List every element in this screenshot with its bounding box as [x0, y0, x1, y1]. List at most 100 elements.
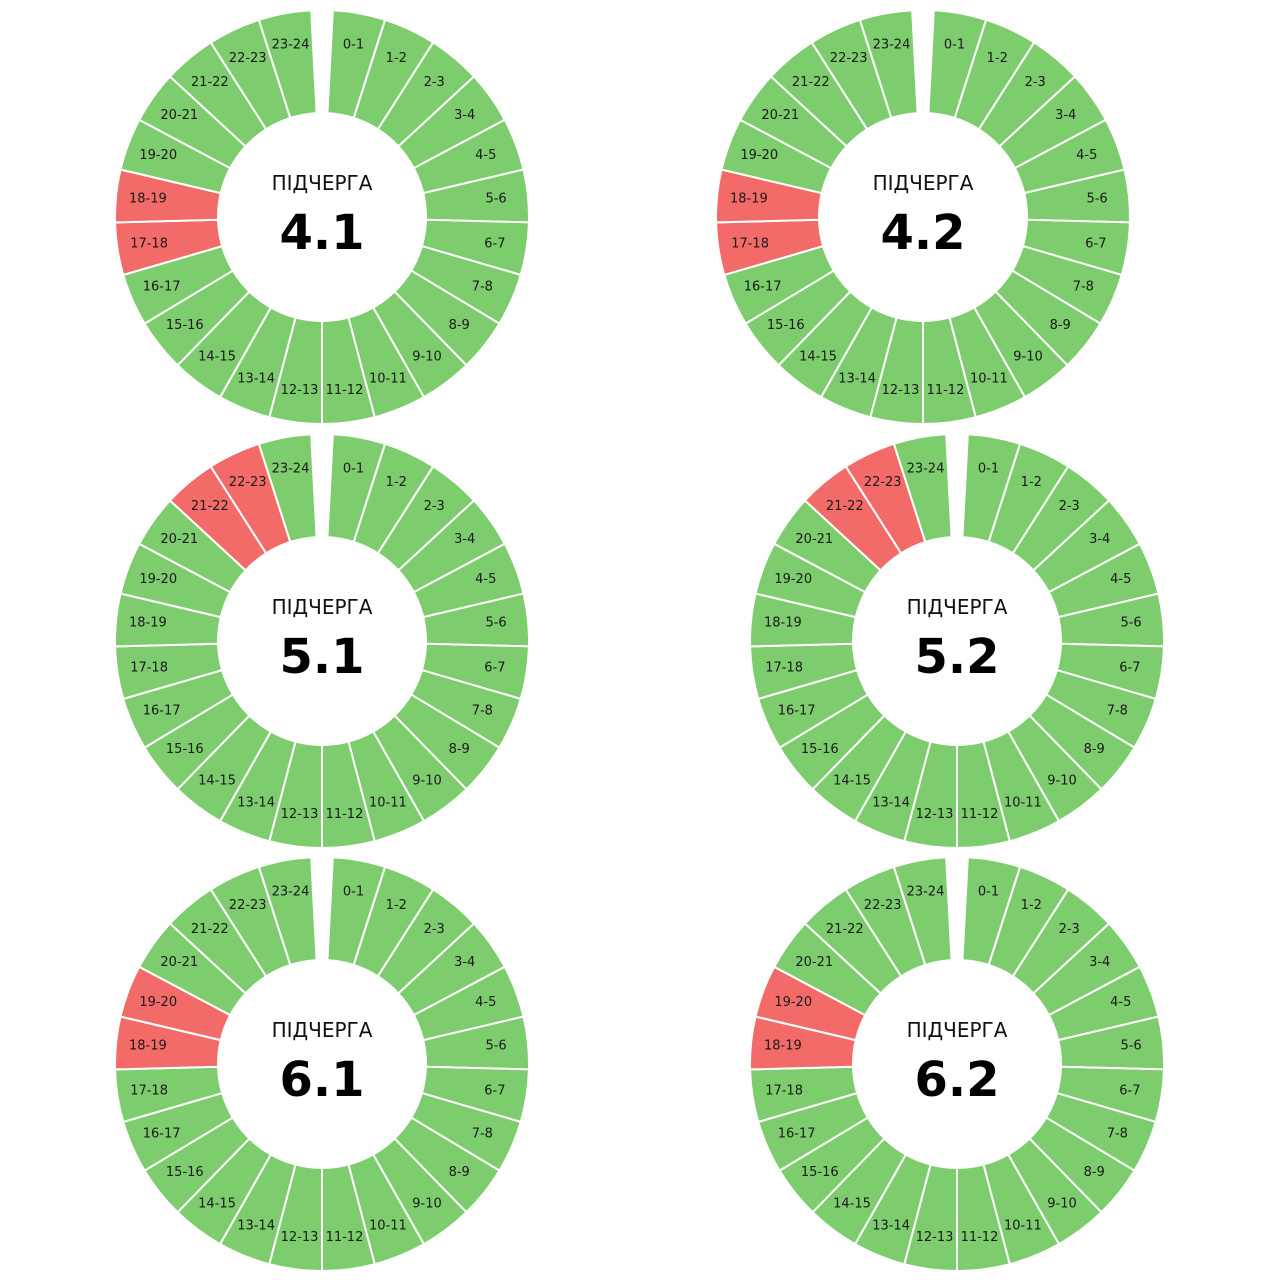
- hour-label-1-2: 1-2: [386, 898, 407, 913]
- hour-label-13-14: 13-14: [237, 796, 275, 811]
- hour-label-6-7: 6-7: [484, 661, 505, 676]
- hour-segment-23-24-power: [892, 433, 953, 544]
- hour-label-7-8: 7-8: [472, 280, 493, 295]
- hour-label-22-23: 22-23: [864, 475, 902, 490]
- hour-label-21-22: 21-22: [792, 75, 830, 90]
- hour-label-13-14: 13-14: [872, 796, 910, 811]
- hour-label-4-5: 4-5: [475, 572, 496, 587]
- hour-label-17-18: 17-18: [731, 237, 769, 252]
- hour-label-16-17: 16-17: [143, 1127, 181, 1142]
- hour-segment-23-24-power: [858, 9, 919, 120]
- subqueue-number: 6.2: [914, 1052, 999, 1108]
- hour-label-0-1: 0-1: [343, 37, 364, 52]
- hour-label-22-23: 22-23: [830, 51, 868, 66]
- hour-label-11-12: 11-12: [326, 383, 364, 398]
- hour-label-19-20: 19-20: [774, 995, 812, 1010]
- hour-label-16-17: 16-17: [744, 280, 782, 295]
- subqueue-number: 6.1: [279, 1052, 364, 1108]
- hour-label-21-22: 21-22: [191, 75, 229, 90]
- hour-label-20-21: 20-21: [160, 108, 198, 123]
- subqueue-caption: ПІДЧЕРГА: [907, 1018, 1008, 1042]
- hour-label-20-21: 20-21: [160, 532, 198, 547]
- hour-label-15-16: 15-16: [166, 1165, 204, 1180]
- hour-label-23-24: 23-24: [907, 884, 945, 899]
- hour-label-11-12: 11-12: [961, 1230, 999, 1245]
- hour-label-2-3: 2-3: [1059, 499, 1080, 514]
- hour-label-3-4: 3-4: [454, 532, 475, 547]
- hour-label-21-22: 21-22: [826, 499, 864, 514]
- hour-label-9-10: 9-10: [1013, 349, 1043, 364]
- hour-label-16-17: 16-17: [143, 280, 181, 295]
- hour-label-20-21: 20-21: [795, 532, 833, 547]
- hour-label-1-2: 1-2: [386, 51, 407, 66]
- hour-label-22-23: 22-23: [229, 51, 267, 66]
- hour-label-4-5: 4-5: [1110, 572, 1131, 587]
- hour-label-11-12: 11-12: [326, 1230, 364, 1245]
- hour-label-8-9: 8-9: [449, 742, 470, 757]
- donut-chart-5-1: 0-1 1-2 2-3 3-4 4-5 5-6 6-7 7-8 8-9 9-10 10-11 11-1…: [114, 433, 530, 850]
- subqueue-caption: ПІДЧЕРГА: [272, 1018, 373, 1042]
- hour-label-20-21: 20-21: [795, 955, 833, 970]
- hour-label-22-23: 22-23: [229, 898, 267, 913]
- hour-label-7-8: 7-8: [472, 1127, 493, 1142]
- hour-label-2-3: 2-3: [424, 499, 445, 514]
- hour-label-11-12: 11-12: [326, 807, 364, 822]
- hour-label-14-15: 14-15: [833, 1196, 871, 1211]
- donut-chart-6-2: 0-1 1-2 2-3 3-4 4-5 5-6 6-7 7-8 8-9 9-10 10-11 11-1…: [749, 856, 1165, 1273]
- hour-label-14-15: 14-15: [799, 349, 837, 364]
- hour-label-0-1: 0-1: [944, 37, 965, 52]
- hour-label-14-15: 14-15: [198, 773, 236, 788]
- hour-label-21-22: 21-22: [826, 922, 864, 937]
- hour-label-17-18: 17-18: [130, 661, 168, 676]
- hour-label-16-17: 16-17: [778, 1127, 816, 1142]
- hour-segment-23-24-power: [257, 9, 318, 120]
- hour-label-15-16: 15-16: [166, 742, 204, 757]
- hour-label-2-3: 2-3: [1025, 75, 1046, 90]
- donut-chart-4-2: 0-1 1-2 2-3 3-4 4-5 5-6 6-7 7-8 8-9 9-10 10-11 11-1…: [715, 9, 1131, 426]
- hour-label-10-11: 10-11: [369, 1219, 407, 1234]
- hour-label-12-13: 12-13: [882, 383, 920, 398]
- hour-label-9-10: 9-10: [1047, 773, 1077, 788]
- donut-chart-6-1: 0-1 1-2 2-3 3-4 4-5 5-6 6-7 7-8 8-9 9-10 10-11 11-1…: [114, 856, 530, 1273]
- hour-label-21-22: 21-22: [191, 499, 229, 514]
- hour-label-0-1: 0-1: [343, 461, 364, 476]
- hour-label-10-11: 10-11: [1004, 796, 1042, 811]
- hour-label-14-15: 14-15: [198, 349, 236, 364]
- hour-label-4-5: 4-5: [1110, 995, 1131, 1010]
- hour-label-3-4: 3-4: [1089, 955, 1110, 970]
- hour-label-4-5: 4-5: [475, 148, 496, 163]
- hour-label-7-8: 7-8: [1073, 280, 1094, 295]
- hour-label-19-20: 19-20: [774, 572, 812, 587]
- hour-label-16-17: 16-17: [143, 704, 181, 719]
- hour-label-4-5: 4-5: [1076, 148, 1097, 163]
- hour-label-2-3: 2-3: [424, 75, 445, 90]
- hour-label-19-20: 19-20: [139, 995, 177, 1010]
- hour-label-8-9: 8-9: [449, 318, 470, 333]
- hour-label-12-13: 12-13: [281, 807, 319, 822]
- hour-label-6-7: 6-7: [1119, 661, 1140, 676]
- hour-label-18-19: 18-19: [730, 192, 768, 207]
- hour-label-8-9: 8-9: [1084, 742, 1105, 757]
- hour-label-5-6: 5-6: [1120, 616, 1141, 631]
- hour-label-18-19: 18-19: [764, 616, 802, 631]
- hour-label-10-11: 10-11: [369, 796, 407, 811]
- subqueue-number: 4.2: [880, 205, 965, 261]
- hour-label-6-7: 6-7: [1119, 1084, 1140, 1099]
- hour-label-10-11: 10-11: [1004, 1219, 1042, 1234]
- hour-label-2-3: 2-3: [424, 922, 445, 937]
- hour-label-1-2: 1-2: [386, 475, 407, 490]
- hour-label-3-4: 3-4: [1089, 532, 1110, 547]
- hour-label-18-19: 18-19: [129, 616, 167, 631]
- hour-label-3-4: 3-4: [1055, 108, 1076, 123]
- hour-label-12-13: 12-13: [281, 1230, 319, 1245]
- hour-segment-23-24-power: [257, 856, 318, 967]
- hour-label-9-10: 9-10: [412, 349, 442, 364]
- hour-label-13-14: 13-14: [872, 1219, 910, 1234]
- hour-label-8-9: 8-9: [1050, 318, 1071, 333]
- hour-label-4-5: 4-5: [475, 995, 496, 1010]
- hour-label-20-21: 20-21: [160, 955, 198, 970]
- hour-label-6-7: 6-7: [484, 1084, 505, 1099]
- hour-label-1-2: 1-2: [1021, 475, 1042, 490]
- hour-label-18-19: 18-19: [764, 1039, 802, 1054]
